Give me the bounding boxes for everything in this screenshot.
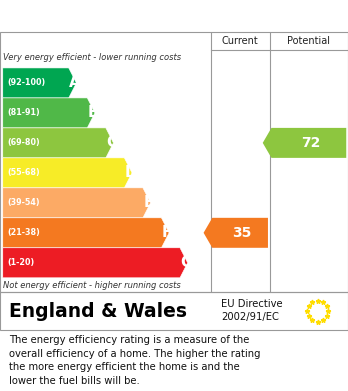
Text: G: G: [181, 255, 193, 270]
Polygon shape: [263, 128, 346, 158]
Text: F: F: [162, 225, 173, 240]
Polygon shape: [3, 188, 151, 218]
Text: Not energy efficient - higher running costs: Not energy efficient - higher running co…: [3, 281, 181, 290]
Text: (55-68): (55-68): [7, 169, 40, 178]
Text: C: C: [106, 135, 118, 151]
Polygon shape: [3, 218, 169, 248]
Text: B: B: [88, 106, 100, 120]
Text: England & Wales: England & Wales: [9, 302, 187, 321]
Text: E: E: [144, 196, 154, 210]
Polygon shape: [3, 158, 132, 188]
Text: Potential: Potential: [287, 36, 330, 46]
Text: Energy Efficiency Rating: Energy Efficiency Rating: [9, 9, 211, 23]
Text: (39-54): (39-54): [7, 198, 40, 207]
Text: EU Directive
2002/91/EC: EU Directive 2002/91/EC: [221, 299, 283, 322]
Text: (92-100): (92-100): [7, 79, 45, 88]
Text: 72: 72: [301, 136, 320, 150]
Text: (81-91): (81-91): [7, 108, 40, 117]
Polygon shape: [3, 68, 76, 98]
Polygon shape: [3, 98, 95, 128]
Text: The energy efficiency rating is a measure of the
overall efficiency of a home. T: The energy efficiency rating is a measur…: [9, 335, 260, 386]
Text: D: D: [125, 165, 138, 180]
Text: 35: 35: [232, 226, 252, 240]
Text: Very energy efficient - lower running costs: Very energy efficient - lower running co…: [3, 54, 182, 63]
Text: A: A: [69, 75, 81, 90]
Polygon shape: [204, 218, 268, 248]
Text: (1-20): (1-20): [7, 258, 34, 267]
Text: (69-80): (69-80): [7, 138, 40, 147]
Text: (21-38): (21-38): [7, 228, 40, 237]
Polygon shape: [3, 128, 113, 158]
Polygon shape: [3, 248, 188, 278]
Text: Current: Current: [222, 36, 259, 46]
